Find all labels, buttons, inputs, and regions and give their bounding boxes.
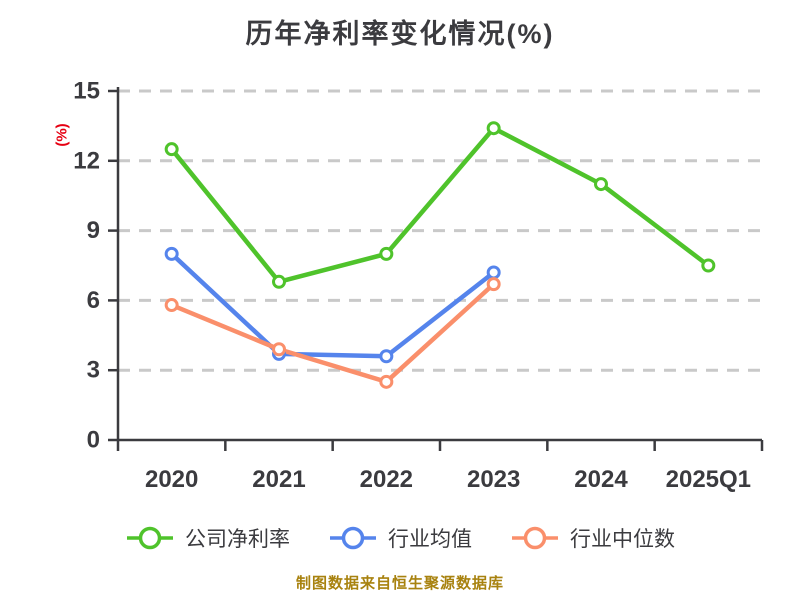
data-point-marker [272,342,286,357]
x-tick-label: 2022 [360,466,413,493]
legend-label: 行业均值 [388,528,472,551]
data-point-marker [164,142,179,157]
series-line [169,281,496,385]
legend-label: 行业中位数 [570,528,675,551]
legend-item-1[interactable]: 行业均值 [328,523,472,553]
data-point-marker [164,246,179,261]
legend-label: 公司净利率 [185,528,290,551]
data-point-marker [379,246,394,261]
series-line [169,125,711,285]
y-tick-label: 3 [87,357,100,384]
data-point-marker [272,274,286,289]
y-tick-label: 9 [87,217,100,244]
y-tick-label: 6 [87,287,100,314]
legend-item-2[interactable]: 行业中位数 [510,523,675,553]
data-source-note: 制图数据来自恒生聚源数据库 [295,575,504,592]
data-point-marker [486,277,501,292]
y-tick-label: 12 [73,147,100,174]
data-point-marker [701,258,716,273]
y-tick-label: 0 [87,427,100,454]
x-tick-label: 2025Q1 [666,466,751,493]
data-point-marker [486,265,501,280]
data-point-marker [379,374,394,389]
x-tick-label: 2024 [574,466,628,493]
legend-item-0[interactable]: 公司净利率 [125,523,290,553]
legend-marker-icon [512,526,558,550]
x-tick-label: 2020 [145,466,198,493]
x-tick-label: 2021 [252,466,305,493]
chart-title: 历年净利率变化情况(%) [245,19,555,49]
legend-marker-icon [127,526,173,550]
y-tick-label: 15 [73,78,100,105]
data-point-marker [486,121,501,136]
legend: 公司净利率 行业均值 行业中位数 [0,518,800,558]
x-tick-label: 2023 [467,466,520,493]
data-point-marker [164,298,179,313]
data-point-marker [379,349,394,364]
data-point-marker [594,177,608,192]
series-line [169,251,496,359]
legend-marker-icon [330,526,376,550]
